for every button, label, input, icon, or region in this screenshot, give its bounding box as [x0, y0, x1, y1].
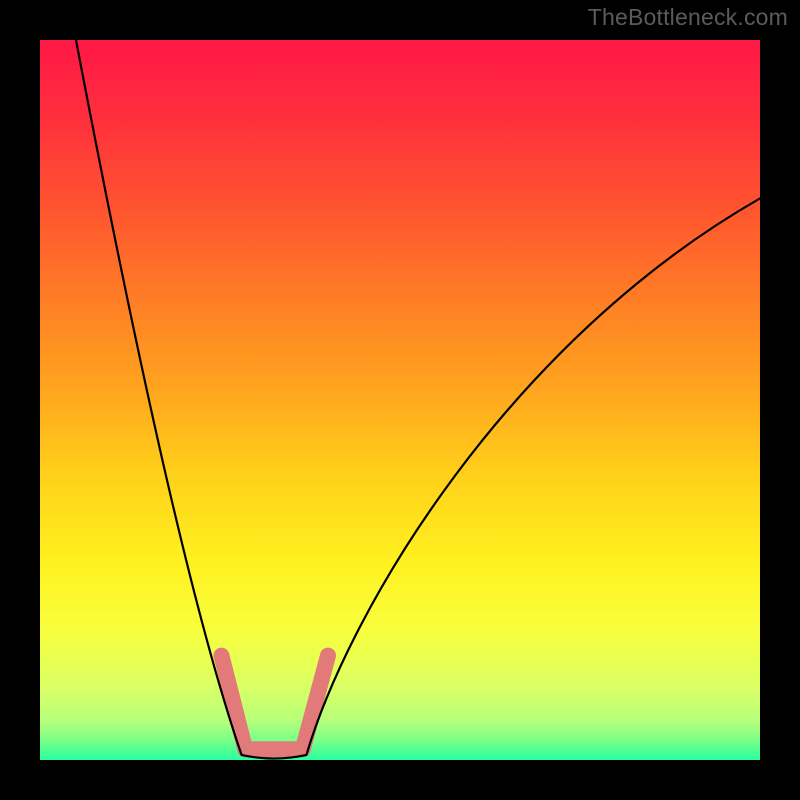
watermark-link[interactable]: TheBottleneck.com [588, 4, 788, 31]
chart-root: TheBottleneck.com [0, 0, 800, 800]
bottleneck-curve-chart [40, 40, 760, 760]
